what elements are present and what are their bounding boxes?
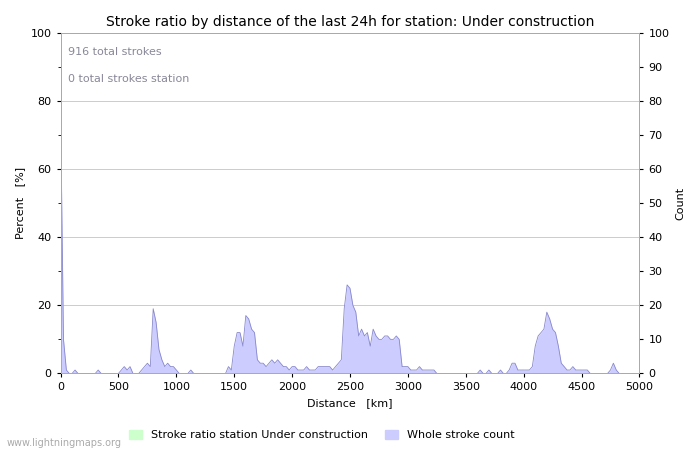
Text: 916 total strokes: 916 total strokes: [67, 46, 161, 57]
Title: Stroke ratio by distance of the last 24h for station: Under construction: Stroke ratio by distance of the last 24h…: [106, 15, 594, 29]
X-axis label: Distance   [km]: Distance [km]: [307, 398, 393, 408]
Y-axis label: Count: Count: [675, 187, 685, 220]
Legend: Stroke ratio station Under construction, Whole stroke count: Stroke ratio station Under construction,…: [125, 425, 519, 445]
Y-axis label: Percent   [%]: Percent [%]: [15, 167, 25, 239]
Text: www.lightningmaps.org: www.lightningmaps.org: [7, 438, 122, 448]
Text: 0 total strokes station: 0 total strokes station: [67, 74, 189, 84]
